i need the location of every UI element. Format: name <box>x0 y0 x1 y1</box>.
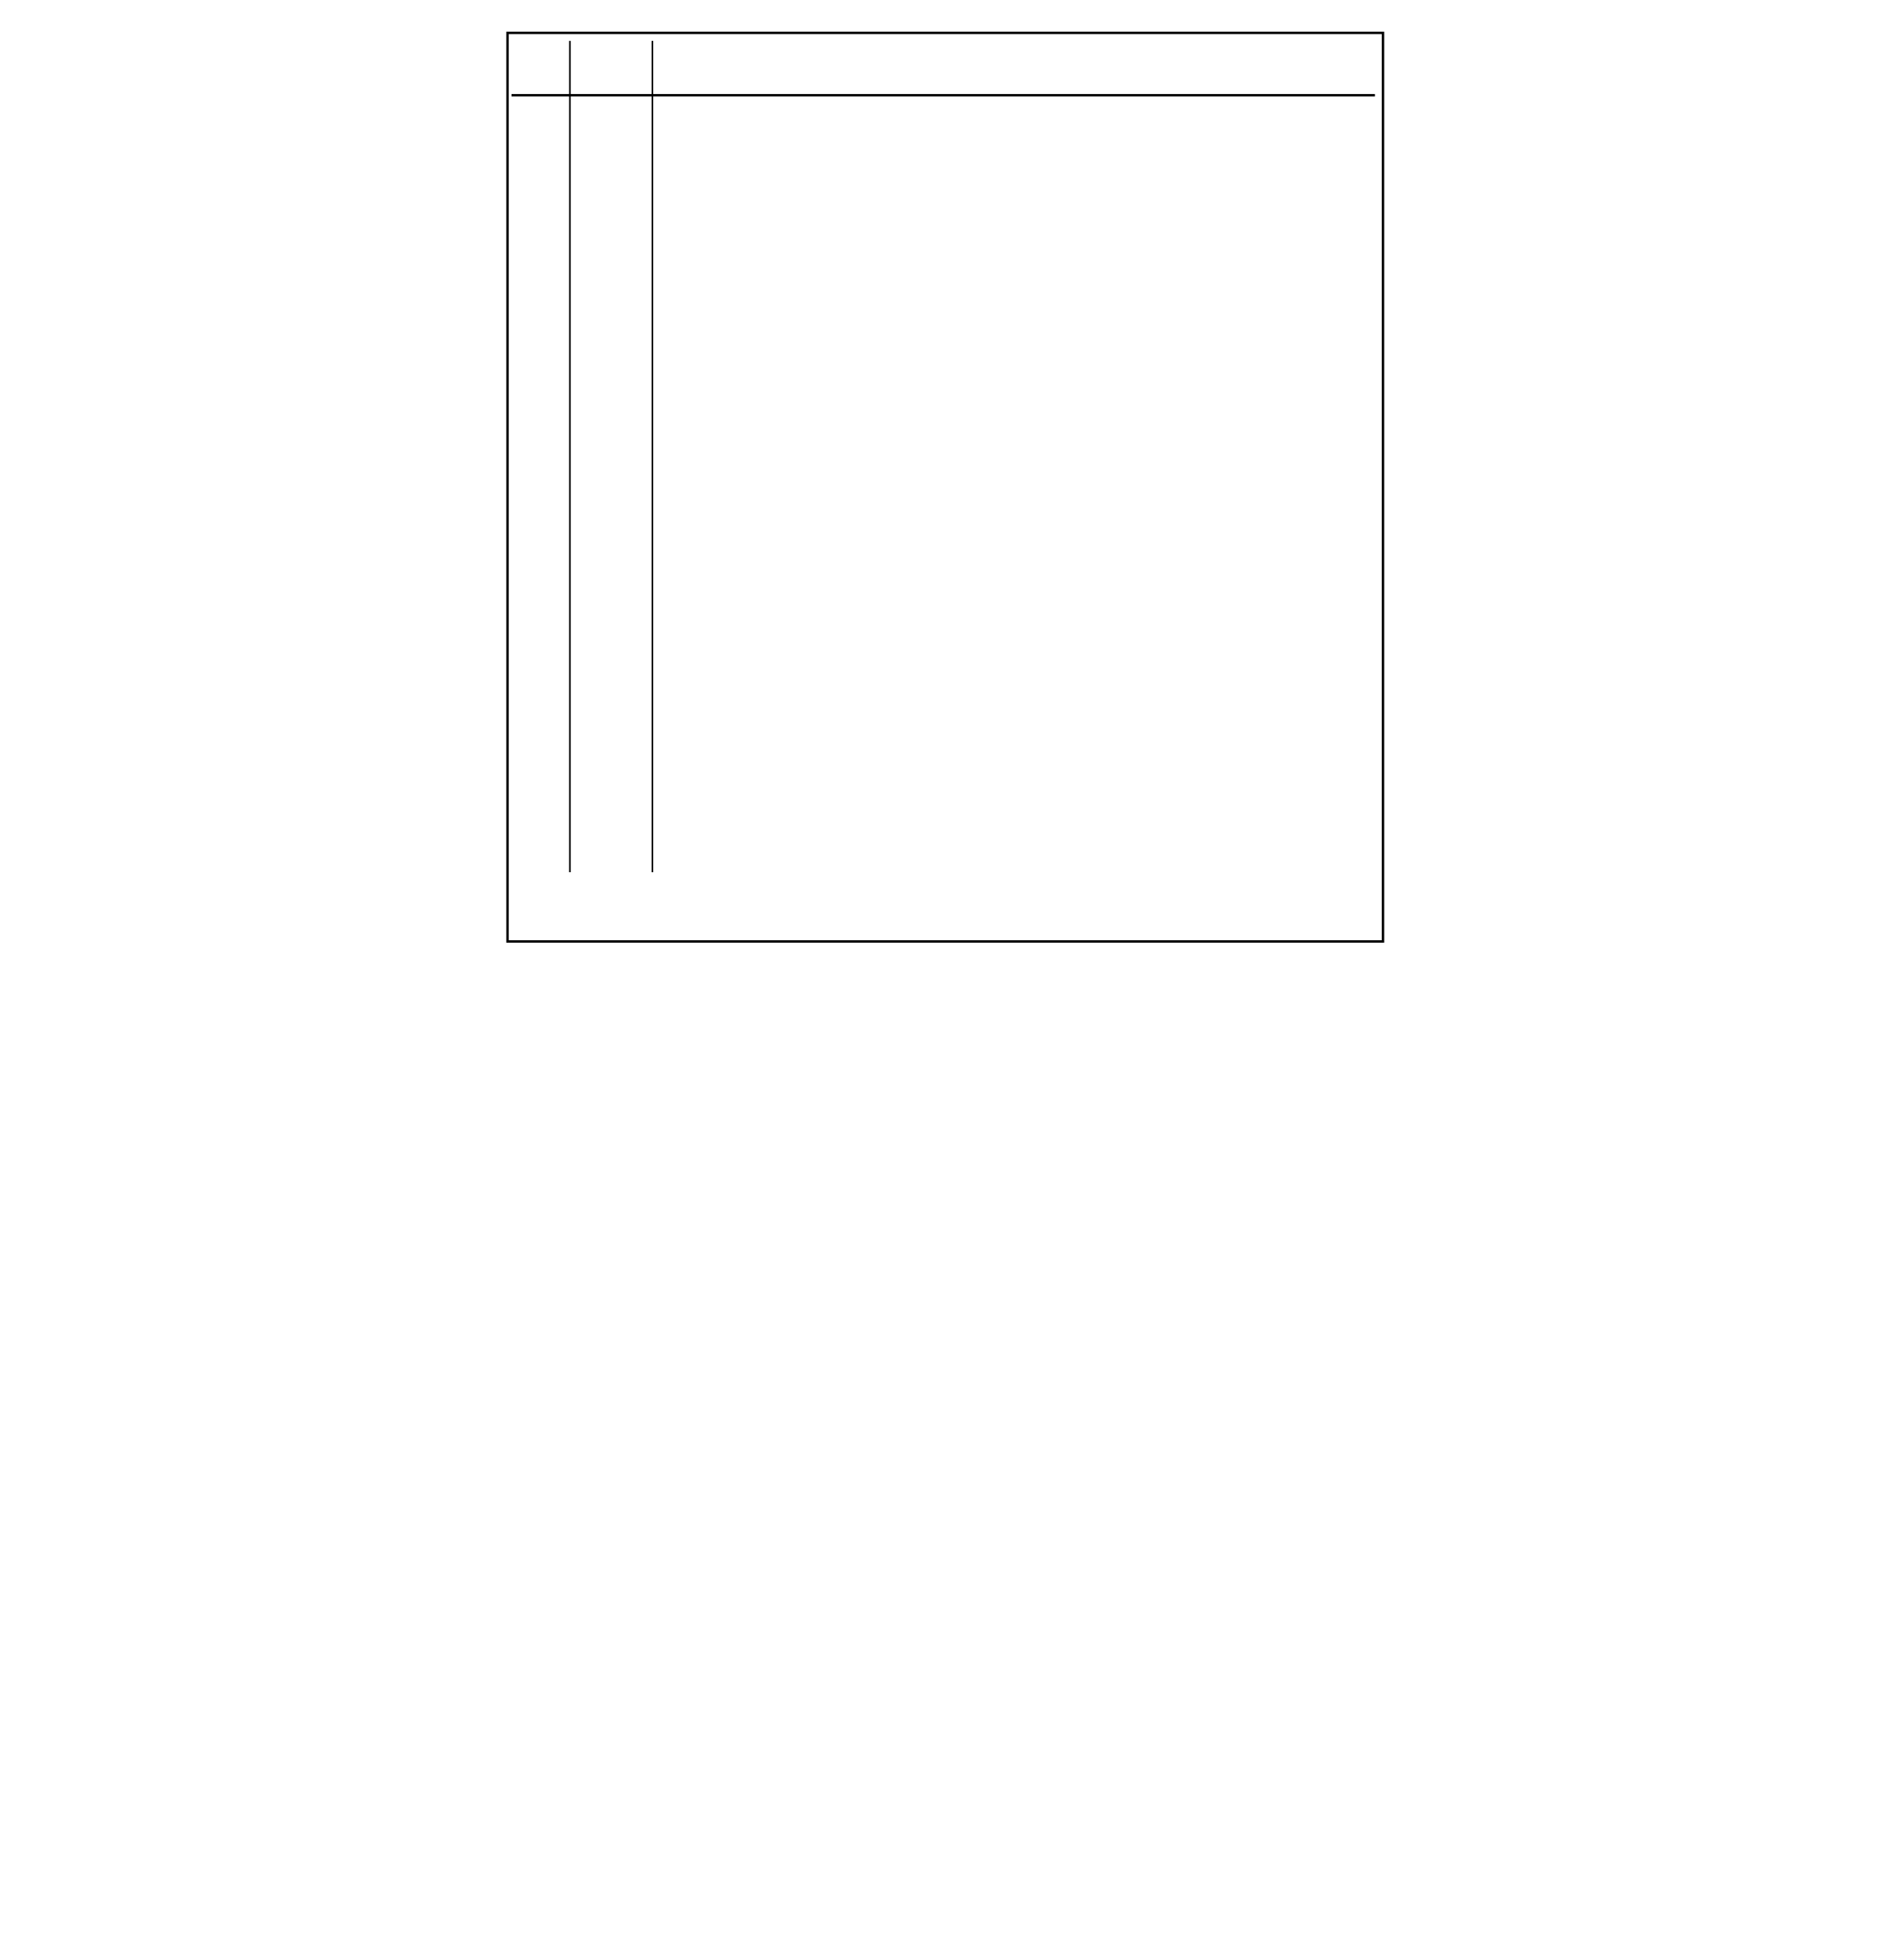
chart-container <box>491 17 1399 962</box>
outer-frame <box>507 33 1383 941</box>
eiffel-chart-svg <box>491 17 1399 958</box>
